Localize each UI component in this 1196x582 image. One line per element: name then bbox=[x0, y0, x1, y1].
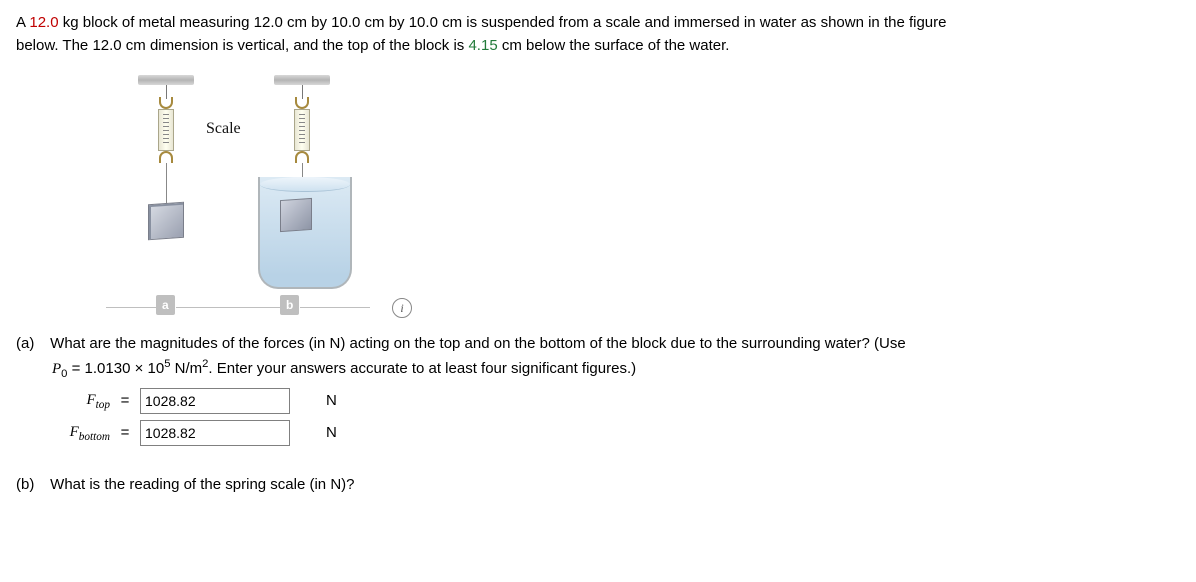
divider bbox=[106, 307, 156, 308]
ftop-input[interactable] bbox=[140, 388, 290, 414]
part-a-label: (a) bbox=[16, 333, 46, 356]
string bbox=[166, 163, 167, 203]
part-a: (a) What are the magnitudes of the force… bbox=[16, 333, 1180, 382]
txt: kg block of metal measuring 12.0 cm by 1… bbox=[59, 14, 947, 31]
submerged-block-icon bbox=[280, 198, 312, 232]
ftop-row: Ftop = N bbox=[52, 388, 1180, 414]
problem-statement: A 12.0 kg block of metal measuring 12.0 … bbox=[16, 12, 1180, 57]
figure-tag-b: b bbox=[280, 295, 299, 315]
hook-bottom bbox=[159, 151, 173, 163]
figure-b bbox=[274, 75, 330, 185]
part-a-text-1: What are the magnitudes of the forces (i… bbox=[50, 335, 906, 352]
p0-symbol: P bbox=[52, 361, 61, 377]
txt: below. The 12.0 cm dimension is vertical… bbox=[16, 37, 468, 54]
block-icon bbox=[148, 202, 184, 241]
scale-body-icon bbox=[294, 109, 310, 151]
support-bar bbox=[138, 75, 194, 85]
ftop-var: Ftop bbox=[52, 389, 110, 414]
info-icon[interactable]: i bbox=[392, 298, 412, 318]
equals: = bbox=[118, 422, 132, 445]
ftop-unit: N bbox=[326, 390, 337, 413]
fbottom-unit: N bbox=[326, 422, 337, 445]
depth-value: 4.15 bbox=[468, 37, 497, 54]
part-b-label: (b) bbox=[16, 474, 46, 497]
txt: cm below the surface of the water. bbox=[498, 37, 730, 54]
part-b-text: What is the reading of the spring scale … bbox=[50, 476, 354, 493]
equals: = bbox=[118, 390, 132, 413]
divider bbox=[300, 307, 370, 308]
figure-a bbox=[138, 75, 194, 239]
hook-bottom bbox=[295, 151, 309, 163]
hook bbox=[295, 97, 309, 109]
fbottom-input[interactable] bbox=[140, 420, 290, 446]
part-b: (b) What is the reading of the spring sc… bbox=[16, 474, 1180, 497]
fbottom-row: Fbottom = N bbox=[52, 420, 1180, 446]
hook bbox=[159, 97, 173, 109]
part-a-text-2: . Enter your answers accurate to at leas… bbox=[208, 360, 636, 377]
mass-value: 12.0 bbox=[29, 14, 58, 31]
figure-tag-a: a bbox=[156, 295, 175, 315]
divider bbox=[176, 307, 280, 308]
p0-eq: = 1.0130 × 10 bbox=[67, 360, 164, 377]
figure: Scale a b i bbox=[106, 75, 426, 315]
scale-body-icon bbox=[158, 109, 174, 151]
part-a-line2: P0 = 1.0130 × 105 N/m2. Enter your answe… bbox=[52, 356, 1180, 383]
support-bar bbox=[274, 75, 330, 85]
fbottom-var: Fbottom bbox=[52, 421, 110, 446]
beaker-icon bbox=[258, 177, 352, 289]
p0-unit: N/m bbox=[170, 360, 202, 377]
txt: A bbox=[16, 14, 29, 31]
water-surface bbox=[260, 177, 350, 192]
scale-label: Scale bbox=[206, 117, 241, 141]
